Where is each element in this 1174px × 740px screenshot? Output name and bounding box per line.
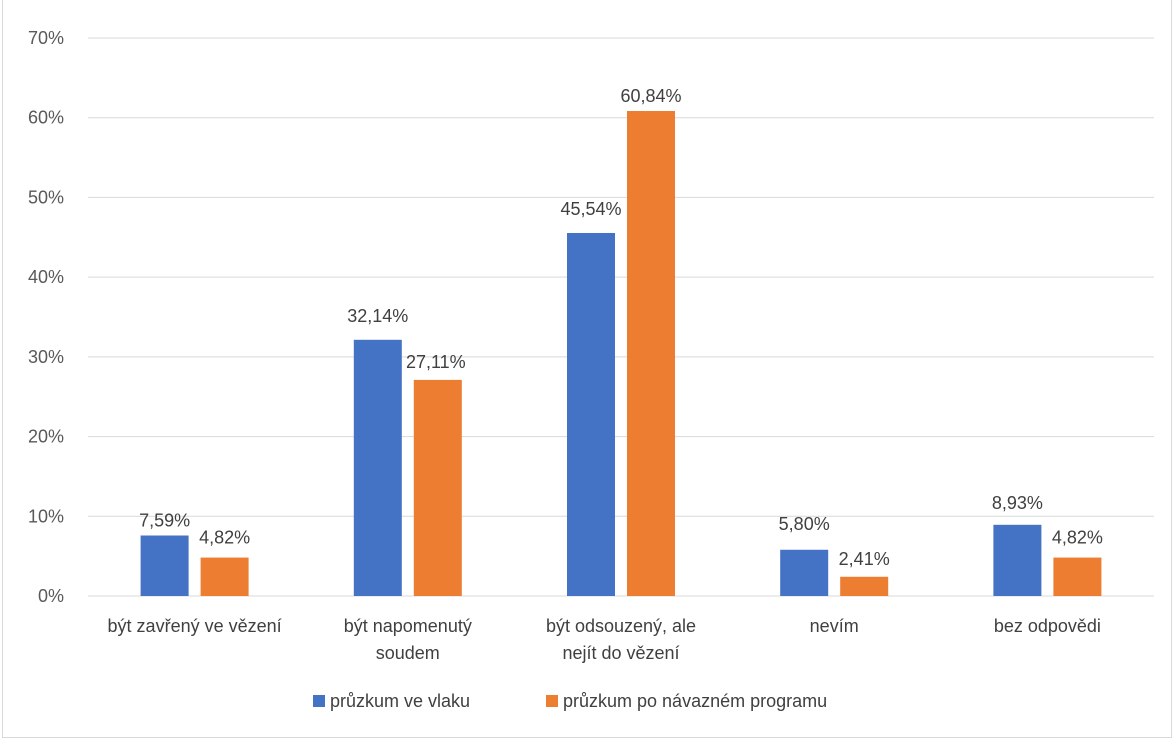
y-tick-label: 40% xyxy=(28,267,64,287)
x-category-label: být napomenutý xyxy=(344,616,472,636)
y-tick-label: 0% xyxy=(38,586,64,606)
legend-swatch-series1 xyxy=(313,695,325,707)
legend: průzkum ve vlaku průzkum po návazném prog… xyxy=(313,691,827,711)
y-tick-label: 30% xyxy=(28,347,64,367)
bar-series2 xyxy=(1053,557,1102,596)
data-label: 2,41% xyxy=(839,549,890,569)
bar-series1 xyxy=(140,535,189,596)
bar-series2 xyxy=(840,576,889,596)
bar-series2 xyxy=(413,379,462,596)
y-tick-label: 50% xyxy=(28,187,64,207)
data-label: 27,11% xyxy=(406,352,466,372)
gridlines xyxy=(88,37,1154,597)
legend-label: průzkum ve vlaku xyxy=(330,691,470,711)
data-label: 45,54% xyxy=(560,199,621,219)
bar-series1 xyxy=(353,339,402,596)
legend-label: průzkum po návazném programu xyxy=(563,691,827,711)
data-labels: 7,59% 4,82% 32,14% 27,11% 45,54% 60,84% 5,80% 2… xyxy=(139,86,1103,569)
data-label: 60,84% xyxy=(620,86,681,106)
bars xyxy=(140,111,1102,597)
data-label: 4,82% xyxy=(199,528,250,548)
legend-swatch-series2 xyxy=(546,695,558,707)
y-axis-ticks: 0% 10% 20% 30% 40% 50% 60% 70% xyxy=(28,28,64,606)
data-label: 7,59% xyxy=(139,510,190,530)
x-axis-categories: být zavřený ve vězení být napomenutý soude… xyxy=(108,616,1101,663)
bar-series1 xyxy=(780,549,829,596)
y-tick-label: 70% xyxy=(28,28,64,48)
x-category-label: být zavřený ve vězení xyxy=(108,616,282,636)
x-category-label: bez odpovědi xyxy=(994,616,1101,636)
data-label: 4,82% xyxy=(1052,528,1103,548)
x-category-label: nevím xyxy=(810,616,859,636)
y-tick-label: 60% xyxy=(28,108,64,128)
x-category-label: soudem xyxy=(376,643,440,663)
bar-series1 xyxy=(567,232,615,596)
x-category-label: být odsouzený, ale xyxy=(546,616,696,636)
data-label: 8,93% xyxy=(992,493,1043,513)
y-tick-label: 10% xyxy=(28,506,64,526)
bar-series2 xyxy=(627,111,675,597)
bar-series1 xyxy=(993,524,1042,596)
data-label: 32,14% xyxy=(347,306,408,326)
data-label: 5,80% xyxy=(779,514,830,534)
bar-series2 xyxy=(200,557,249,596)
x-category-label: nejít do vězení xyxy=(562,643,679,663)
y-tick-label: 20% xyxy=(28,427,64,447)
